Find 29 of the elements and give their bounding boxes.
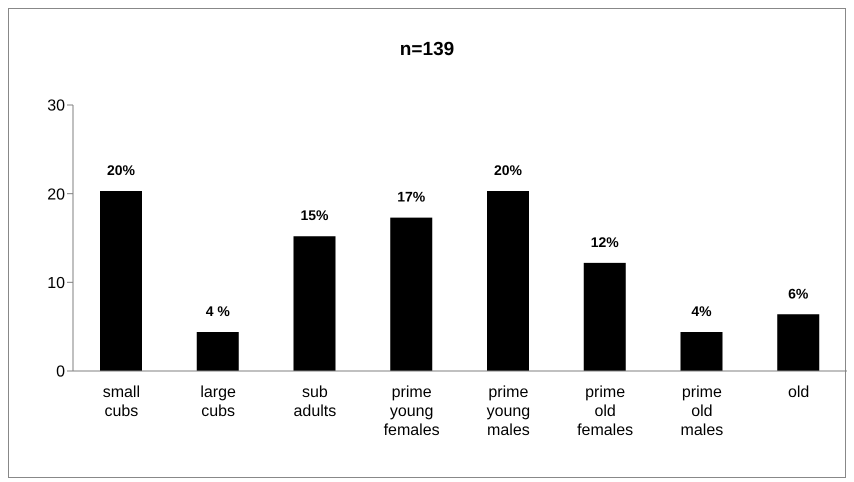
bar [390,218,432,371]
x-tick-label: prime young males [486,384,530,439]
x-tick-label: old [788,384,810,401]
bar [777,314,820,371]
y-tick-label: 10 [47,275,66,292]
data-label: 20% [494,162,523,178]
bar [584,262,626,371]
data-label: 17% [397,188,426,205]
x-tick-label: prime young females [384,384,440,439]
y-tick-label: 0 [56,364,66,381]
data-label: 15% [300,207,330,224]
data-label: 12% [590,234,620,250]
y-tick-label: 20 [47,186,66,204]
chart-title: n=139 [398,39,456,61]
y-tick-label: 30 [47,98,66,115]
bar [294,236,336,371]
x-tick-label: large cubs [200,384,236,420]
data-label: 4 % [206,302,230,319]
x-tick-label: prime old females [577,384,634,439]
bar [100,191,142,371]
x-tick-label: small cubs [102,384,140,420]
data-label: 4% [691,302,712,319]
bar [487,191,529,371]
x-tick-label: prime old males [680,384,724,439]
bar [196,332,239,371]
data-label: 20% [106,162,136,178]
x-tick-label: sub adults [294,384,336,420]
bar [680,332,722,371]
data-label: 6% [788,285,809,302]
